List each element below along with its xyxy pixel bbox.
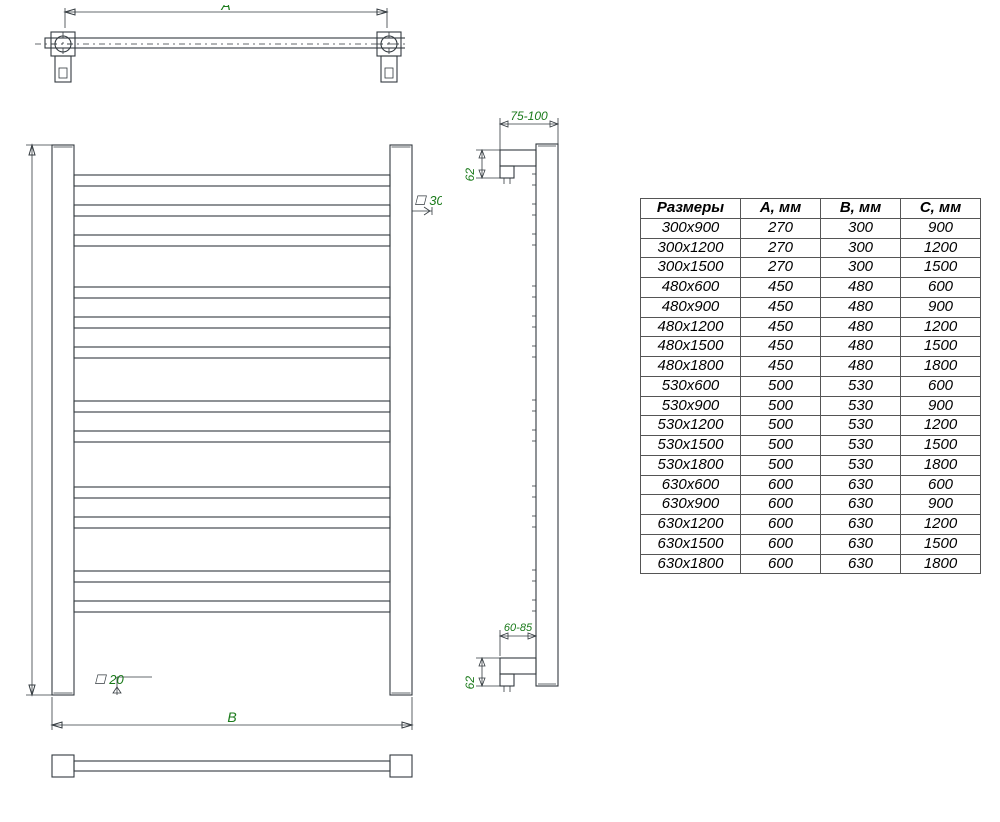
table-row: 480x15004504801500 bbox=[641, 337, 981, 357]
dimension-75-100-label: 75-100 bbox=[510, 110, 548, 123]
dimension-c-label: С bbox=[22, 421, 25, 432]
table-row: 630x15006006301500 bbox=[641, 534, 981, 554]
table-header: Размеры bbox=[641, 199, 741, 219]
dimensions-table: РазмерыА, ммВ, ммС, мм300x90027030090030… bbox=[640, 198, 981, 574]
table-header: А, мм bbox=[741, 199, 821, 219]
table-row: 530x12005005301200 bbox=[641, 416, 981, 436]
dimension-62-bottom-label: 62 bbox=[463, 676, 477, 690]
top-view: A bbox=[35, 5, 405, 100]
table-row: 300x900270300900 bbox=[641, 218, 981, 238]
dimension-b-label: В bbox=[227, 709, 236, 725]
dimension-section-30-label: ☐ 30 bbox=[414, 193, 442, 208]
front-view: С ☐ 30 ☐ 20 В bbox=[22, 135, 442, 815]
table-row: 480x18004504801800 bbox=[641, 357, 981, 377]
dimension-section-20-label: ☐ 20 bbox=[94, 672, 125, 687]
table-row: 300x12002703001200 bbox=[641, 238, 981, 258]
table-row: 530x18005005301800 bbox=[641, 455, 981, 475]
table-row: 530x900500530900 bbox=[641, 396, 981, 416]
dimension-62-bottom bbox=[476, 658, 500, 686]
table-row: 530x600500530600 bbox=[641, 376, 981, 396]
bottom-profile bbox=[52, 755, 412, 777]
table-row: 630x18006006301800 bbox=[641, 554, 981, 574]
dimension-a-label: A bbox=[220, 5, 230, 13]
side-view: 75-100 62 60-85 bbox=[450, 110, 610, 720]
dimension-62-top bbox=[476, 150, 500, 178]
table-header: В, мм bbox=[821, 199, 901, 219]
ladder-rungs bbox=[74, 175, 390, 612]
dimension-62-top-label: 62 bbox=[463, 168, 477, 182]
dimension-section-30 bbox=[412, 207, 432, 215]
table-row: 300x15002703001500 bbox=[641, 258, 981, 278]
side-rail bbox=[500, 144, 558, 692]
table-row: 480x12004504801200 bbox=[641, 317, 981, 337]
table-row: 630x600600630600 bbox=[641, 475, 981, 495]
dimension-60-85-label: 60-85 bbox=[504, 622, 533, 634]
table-row: 480x600450480600 bbox=[641, 278, 981, 298]
table-row: 630x900600630900 bbox=[641, 495, 981, 515]
table-row: 480x900450480900 bbox=[641, 297, 981, 317]
dimension-c bbox=[26, 145, 52, 695]
top-bar bbox=[45, 32, 405, 82]
table-row: 530x15005005301500 bbox=[641, 436, 981, 456]
table-row: 630x12006006301200 bbox=[641, 515, 981, 535]
table-header: С, мм bbox=[901, 199, 981, 219]
